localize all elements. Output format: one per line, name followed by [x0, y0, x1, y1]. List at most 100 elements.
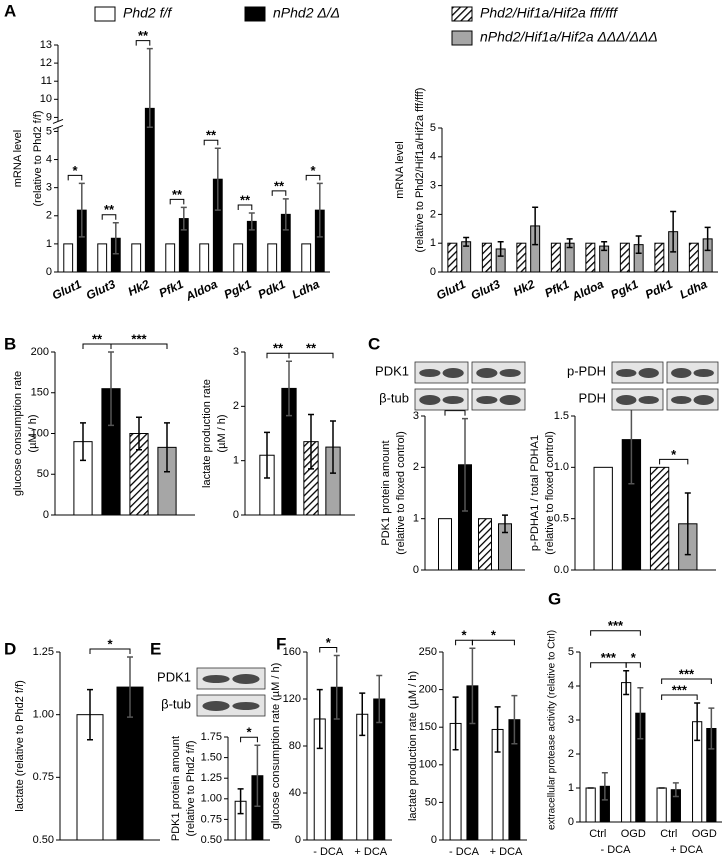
- y-tick-label: 2: [233, 400, 239, 412]
- x-tick-label: Glut1: [50, 277, 84, 303]
- significance-label: *: [310, 163, 316, 178]
- legend-label: nPhd2 Δ/Δ: [273, 5, 340, 21]
- x-tick-label: + DCA: [354, 846, 387, 858]
- x-tick-label: Aldoa: [183, 277, 220, 304]
- blot-label: p-PDH: [567, 363, 606, 378]
- panel-letter: B: [4, 334, 16, 353]
- bar: [516, 242, 527, 273]
- y-tick-label: 1.5: [554, 410, 569, 422]
- y-tick-label: 150: [419, 721, 437, 733]
- significance-bracket: [319, 647, 338, 653]
- error-bar: [78, 182, 85, 238]
- y-tick-label: 10: [40, 93, 52, 105]
- y-tick-label: 1.50: [201, 752, 222, 764]
- x-tick-label: Pgk1: [608, 277, 640, 302]
- y-axis-label: PDK1 protein amount: [170, 736, 182, 841]
- y-tick-label: 12: [40, 57, 52, 69]
- x-tick-label: Ctrl: [589, 828, 606, 840]
- legend-swatch: [451, 6, 473, 22]
- bar: [97, 243, 108, 273]
- significance-label: *: [246, 725, 252, 740]
- bar: [233, 243, 244, 273]
- y-tick-label: 0.50: [201, 834, 222, 846]
- y-tick-label: 13: [40, 39, 52, 51]
- y-tick-label: 3: [233, 346, 239, 358]
- y-axis-label: (relative to Phd2 f/f): [32, 111, 44, 207]
- error-bar: [254, 744, 261, 807]
- blot-band: [499, 395, 521, 405]
- y-axis-label: (relative to floxed control): [395, 431, 407, 555]
- blot-band: [442, 368, 464, 378]
- error-bar: [511, 694, 518, 745]
- significance-label: **: [306, 341, 317, 356]
- error-bar: [333, 654, 340, 720]
- y-axis-label: extracellular protease activity (relativ…: [547, 630, 558, 830]
- significance-label: *: [107, 636, 113, 651]
- blot-band: [419, 369, 441, 377]
- x-tick-label: OGD: [621, 828, 646, 840]
- significance-bracket: [625, 662, 641, 668]
- error-bar: [694, 702, 701, 742]
- bar: [619, 242, 630, 273]
- blot-band: [476, 368, 498, 378]
- y-tick-label: 1.0: [554, 461, 569, 473]
- bar: [621, 682, 632, 823]
- x-tick-label: + DCA: [490, 846, 523, 858]
- y-tick-label: 0: [46, 266, 52, 278]
- error-bar: [670, 210, 677, 253]
- error-bar: [330, 420, 336, 474]
- error-bar: [566, 238, 573, 249]
- y-tick-label: 1: [46, 238, 52, 250]
- error-bar: [127, 656, 133, 718]
- y-tick-label: 1: [568, 782, 574, 794]
- significance-bracket: [169, 198, 185, 205]
- bar: [131, 243, 142, 273]
- blot-band: [202, 701, 230, 711]
- bar: [550, 242, 561, 273]
- y-tick-label: 100: [31, 427, 49, 439]
- blot-band: [693, 395, 714, 405]
- blot-band: [638, 368, 659, 378]
- x-tick-label: Aldoa: [569, 277, 606, 304]
- significance-bracket: [661, 694, 698, 700]
- error-bar: [708, 707, 715, 750]
- significance-bracket: [661, 678, 712, 684]
- x-tick-label: Pgk1: [222, 277, 254, 302]
- error-bar: [463, 236, 470, 247]
- significance-label: **: [104, 202, 115, 217]
- error-bar: [469, 647, 476, 725]
- panel-letter: E: [150, 639, 161, 658]
- significance-bracket: [237, 204, 253, 210]
- blot-band: [232, 702, 260, 710]
- blot-label: β-tub: [379, 390, 409, 405]
- group-label: - DCA: [601, 844, 632, 856]
- y-tick-label: 150: [31, 387, 49, 399]
- legend-label: Phd2 f/f: [123, 5, 173, 21]
- error-bar: [684, 492, 691, 556]
- bar: [438, 518, 452, 571]
- bar: [165, 243, 176, 273]
- y-tick-label: 1: [233, 455, 239, 467]
- blot-band: [638, 396, 659, 404]
- blot-band: [616, 369, 637, 377]
- y-tick-label: 5: [568, 646, 574, 658]
- error-bar: [108, 351, 114, 427]
- y-axis-label: lactate production rate (µM / h): [407, 671, 419, 821]
- significance-label: **: [206, 128, 217, 143]
- y-axis-label: (relative to Phd2/Hif1a/Hif2a fff/fff): [414, 88, 426, 253]
- panel-letter: F: [276, 634, 286, 653]
- y-axis-label: (relative to Phd2 f/f): [185, 741, 197, 837]
- y-tick-label: 0.75: [33, 771, 54, 783]
- bar: [447, 242, 458, 273]
- error-bar: [146, 47, 153, 128]
- y-tick-label: 3: [430, 180, 436, 192]
- blot-band: [419, 395, 441, 405]
- y-tick-label: 1.25: [201, 772, 222, 784]
- significance-label: *: [72, 163, 78, 178]
- significance-bracket: [203, 139, 219, 146]
- y-axis-label: lactate production rate: [201, 379, 213, 488]
- y-axis-label: PDK1 protein amount: [380, 440, 392, 545]
- error-bar: [282, 198, 289, 231]
- significance-label: *: [631, 650, 637, 665]
